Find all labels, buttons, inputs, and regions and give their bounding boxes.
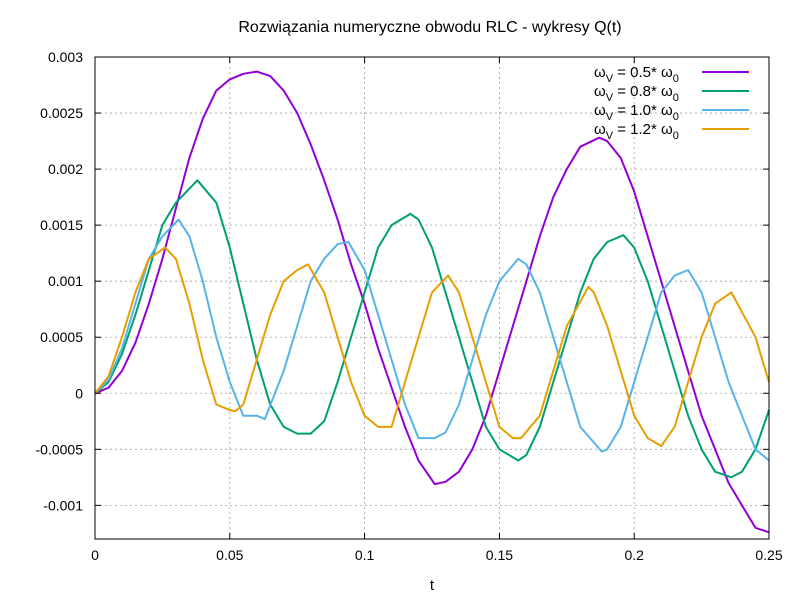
legend-label-2: ωV = 0.8* ω0 (594, 83, 679, 104)
legend-label-4: ωV = 1.2* ω0 (594, 121, 679, 142)
y-tick-label: 0.001 (48, 273, 83, 289)
x-tick-label: 0.05 (216, 547, 243, 563)
y-tick-label: 0.0025 (40, 105, 83, 121)
series-line-2 (94, 179, 770, 479)
plot-frame (94, 56, 770, 540)
x-tick-label: 0.2 (624, 547, 644, 563)
y-tick-label: 0 (75, 385, 83, 401)
x-tick-label: 0 (91, 547, 99, 563)
series-line-1 (94, 70, 770, 534)
series-layer (94, 70, 770, 534)
y-tick-label: 0.0015 (40, 217, 83, 233)
y-tick-label: -0.0005 (36, 441, 84, 457)
axis-ticks: 0 0.05 0.1 0.15 0.2 0.25 0.003 0.0025 0.002 0.001… (36, 49, 783, 563)
x-tick-label: 0.1 (355, 547, 375, 563)
legend-label-3: ωV = 1.0* ω0 (594, 102, 679, 123)
x-axis-label: t (430, 577, 435, 594)
y-tick-label: 0.002 (48, 161, 83, 177)
chart-title: Rozwiązania numeryczne obwodu RLC - wykr… (238, 19, 621, 36)
y-tick-label: 0.0005 (40, 329, 83, 345)
series-line-3 (94, 218, 770, 462)
y-tick-label: 0.003 (48, 49, 83, 65)
y-tick-label: -0.001 (43, 497, 83, 513)
x-tick-label: 0.25 (755, 547, 782, 563)
x-tick-label: 0.15 (486, 547, 513, 563)
legend-label-1: ωV = 0.5* ω0 (594, 64, 679, 85)
series-line-4 (94, 246, 770, 447)
